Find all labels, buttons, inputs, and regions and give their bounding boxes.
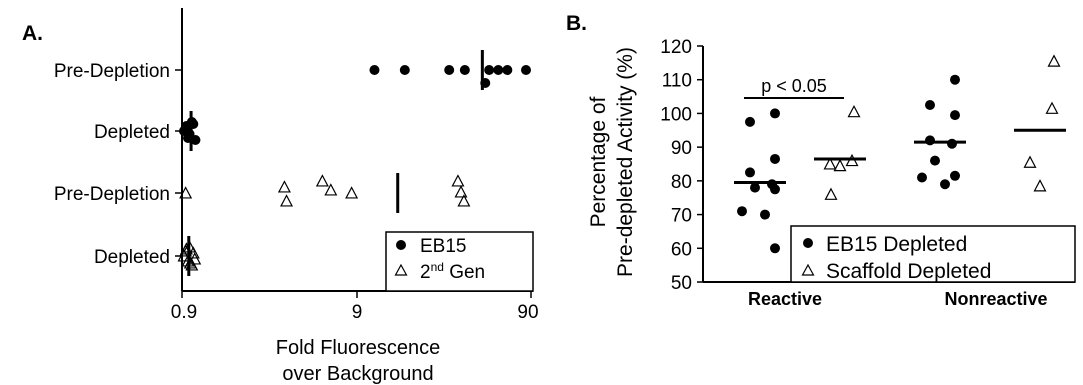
panel-b-y-ticks: 50 60 70 80 90 100 110 120 xyxy=(660,37,703,294)
data-point-open-triangle xyxy=(280,194,294,207)
data-point-open-triangle xyxy=(179,186,193,199)
panel-a-legend: EB15 2nd Gen xyxy=(385,231,534,292)
data-point-filled-circle xyxy=(925,100,935,110)
panel-b-legend-box xyxy=(790,225,1076,283)
data-point-filled-circle xyxy=(760,209,770,220)
panel-a-category-label-3: Depleted xyxy=(94,247,170,268)
panel-b-legend-label-eb15-depleted: EB15 Depleted xyxy=(826,233,967,256)
panel-b-y-tick-label: 70 xyxy=(671,206,692,227)
panel-b-y-axis-title-line2: Pre-depleted Activity (%) xyxy=(614,47,637,277)
panel-b-category-label-reactive: Reactive xyxy=(748,289,822,309)
panel-b-marks xyxy=(734,54,1066,254)
panel-a-x-axis-title-line1: Fold Fluorescence xyxy=(276,337,441,359)
panel-a-x-tick-label: 0.9 xyxy=(171,302,197,323)
panel-a-marks xyxy=(177,50,531,276)
panel-a-category-label-2: Pre-Depletion xyxy=(54,184,170,205)
data-point-filled-circle xyxy=(750,182,760,193)
legend-open-triangle-marker xyxy=(801,263,815,276)
data-point-filled-circle xyxy=(484,65,495,75)
panel-b-label: B. xyxy=(566,12,587,35)
panel-b-legend: EB15 Depleted Scaffold Depleted xyxy=(790,225,1076,283)
data-point-open-triangle xyxy=(847,104,861,118)
data-point-open-triangle xyxy=(824,187,838,200)
data-point-open-triangle xyxy=(1033,179,1047,192)
legend-open-triangle-marker xyxy=(394,263,408,276)
legend-filled-circle-marker xyxy=(803,238,813,248)
data-point-open-triangle xyxy=(1047,54,1061,67)
data-point-open-triangle xyxy=(451,174,465,187)
panel-a-category-label-0: Pre-Depletion xyxy=(54,61,170,82)
data-point-open-triangle xyxy=(454,185,468,198)
data-point-open-triangle xyxy=(1023,155,1037,168)
panel-a-label: A. xyxy=(22,22,43,45)
panel-b-y-tick-label: 120 xyxy=(660,37,692,58)
panel-b-y-tick-label: 60 xyxy=(671,239,692,260)
data-point-filled-circle xyxy=(917,172,927,183)
panel-b: B. Percentage of Pre-depleted Activity (… xyxy=(566,12,1076,309)
data-point-filled-circle xyxy=(950,170,960,181)
data-point-filled-circle xyxy=(770,153,780,164)
data-point-filled-circle xyxy=(745,116,755,127)
data-point-open-triangle xyxy=(315,174,329,187)
data-point-open-triangle xyxy=(833,158,847,172)
data-point-filled-circle xyxy=(770,184,780,195)
data-point-filled-circle xyxy=(925,135,935,146)
legend-filled-circle-marker xyxy=(396,240,406,250)
panel-a-legend-box xyxy=(385,231,534,292)
data-point-filled-circle xyxy=(369,65,380,75)
panel-b-legend-label-scaffold-depleted: Scaffold Depleted xyxy=(826,260,991,283)
data-point-filled-circle xyxy=(930,155,940,166)
panel-b-category-label-nonreactive: Nonreactive xyxy=(944,289,1047,309)
panel-a-x-axis-title-line2: over Background xyxy=(282,363,433,385)
data-point-open-triangle xyxy=(457,194,471,207)
panel-b-y-tick-label: 80 xyxy=(671,172,692,193)
data-point-open-triangle xyxy=(186,246,200,259)
data-point-filled-circle xyxy=(444,65,455,75)
data-point-filled-circle xyxy=(950,110,960,121)
data-point-open-triangle xyxy=(823,157,837,170)
panel-b-y-tick-label: 110 xyxy=(662,71,692,92)
data-point-filled-circle xyxy=(502,65,513,75)
data-point-open-triangle xyxy=(345,186,359,199)
data-point-open-triangle xyxy=(324,183,338,196)
panel-a-legend-label-eb15: EB15 xyxy=(420,236,466,257)
panel-b-y-tick-label: 50 xyxy=(671,273,692,294)
data-point-filled-circle xyxy=(745,167,755,178)
panel-b-y-axis-title-line1: Percentage of xyxy=(587,96,610,227)
data-point-filled-circle xyxy=(521,65,531,75)
data-point-filled-circle xyxy=(940,179,950,190)
data-point-open-triangle xyxy=(1045,101,1059,114)
panel-a-x-tick-label: 9 xyxy=(352,302,363,323)
panel-b-y-tick-label: 90 xyxy=(671,138,692,159)
data-point-filled-circle xyxy=(947,138,957,149)
data-point-filled-circle xyxy=(493,65,504,75)
panel-a-x-tick-label: 90 xyxy=(517,302,538,323)
data-point-filled-circle xyxy=(399,65,410,75)
data-point-filled-circle xyxy=(950,74,960,85)
panel-a: A. Pre-Depletion Depleted Pre-Depletion … xyxy=(22,8,539,385)
panel-b-y-tick-label: 100 xyxy=(660,104,692,125)
data-point-filled-circle xyxy=(459,65,470,75)
data-point-filled-circle xyxy=(770,243,780,254)
significance-annotation: p < 0.05 xyxy=(761,76,827,96)
data-point-open-triangle xyxy=(277,180,291,193)
panel-a-category-label-1: Depleted xyxy=(94,122,170,143)
data-point-filled-circle xyxy=(737,206,747,217)
data-point-filled-circle xyxy=(770,108,780,119)
panel-a-legend-label-2nd-gen: 2nd Gen xyxy=(420,260,485,283)
data-point-open-triangle xyxy=(188,252,202,265)
